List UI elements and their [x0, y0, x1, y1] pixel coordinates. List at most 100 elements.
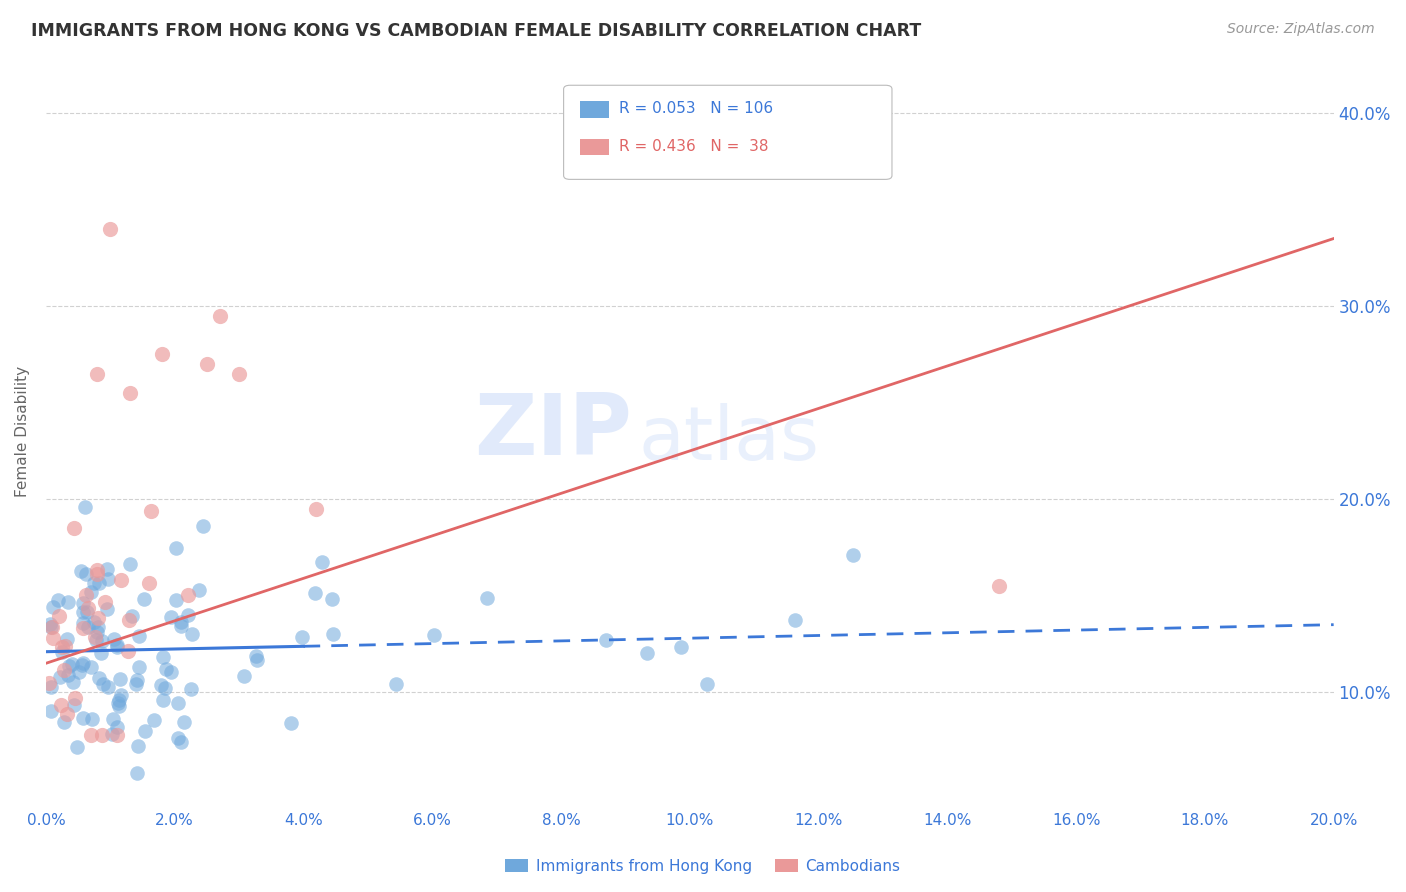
- Point: [117, 643, 139, 657]
- Point: [72, 621, 94, 635]
- Point: [311, 555, 333, 569]
- Point: [108, 698, 131, 713]
- Point: [62, 675, 84, 690]
- Point: [63, 698, 86, 713]
- Point: [83, 615, 105, 629]
- Point: [48, 608, 70, 623]
- Point: [73, 500, 96, 514]
- Point: [58, 659, 80, 673]
- Point: [80, 728, 103, 742]
- Point: [41, 631, 63, 645]
- Text: R = 0.053   N = 106: R = 0.053 N = 106: [619, 101, 773, 116]
- Point: [86, 625, 108, 640]
- Point: [696, 677, 718, 691]
- Text: atlas: atlas: [638, 402, 820, 475]
- Point: [105, 639, 128, 653]
- Point: [72, 711, 94, 725]
- Point: [70, 657, 93, 672]
- Point: [60, 657, 83, 672]
- Point: [181, 627, 204, 641]
- Point: [322, 627, 344, 641]
- Point: [63, 690, 86, 705]
- Bar: [581, 101, 609, 118]
- Point: [195, 357, 218, 371]
- Point: [75, 588, 97, 602]
- Point: [86, 367, 108, 381]
- Point: [84, 631, 107, 645]
- Point: [97, 680, 120, 694]
- Point: [153, 681, 176, 695]
- Text: ZIP: ZIP: [474, 390, 631, 473]
- Point: [191, 519, 214, 533]
- Point: [72, 656, 94, 670]
- Point: [842, 549, 865, 563]
- Point: [38, 676, 60, 690]
- Point: [41, 620, 63, 634]
- Point: [82, 712, 104, 726]
- Point: [105, 728, 128, 742]
- Point: [160, 665, 183, 680]
- Point: [96, 562, 118, 576]
- Point: [385, 677, 408, 691]
- Point: [127, 766, 149, 780]
- Point: [423, 628, 446, 642]
- Point: [76, 605, 98, 619]
- Point: [150, 678, 173, 692]
- Point: [127, 739, 149, 753]
- Point: [90, 646, 112, 660]
- Point: [86, 620, 108, 634]
- Point: [134, 724, 156, 739]
- Point: [110, 573, 132, 587]
- Point: [321, 591, 343, 606]
- Point: [83, 576, 105, 591]
- Point: [101, 727, 124, 741]
- Point: [125, 677, 148, 691]
- Point: [72, 616, 94, 631]
- Point: [70, 564, 93, 578]
- Point: [77, 600, 100, 615]
- Point: [139, 504, 162, 518]
- Point: [128, 660, 150, 674]
- Point: [72, 605, 94, 619]
- Point: [180, 681, 202, 696]
- Legend: Immigrants from Hong Kong, Cambodians: Immigrants from Hong Kong, Cambodians: [499, 853, 907, 880]
- Point: [304, 585, 326, 599]
- Point: [87, 611, 110, 625]
- Point: [128, 629, 150, 643]
- Point: [86, 563, 108, 577]
- Point: [177, 588, 200, 602]
- Point: [280, 716, 302, 731]
- Point: [105, 640, 128, 655]
- Point: [159, 610, 181, 624]
- Y-axis label: Female Disability: Female Disability: [15, 366, 30, 497]
- Point: [245, 648, 267, 663]
- Point: [77, 620, 100, 634]
- Point: [636, 646, 658, 660]
- Point: [105, 720, 128, 734]
- Point: [595, 632, 617, 647]
- Point: [72, 596, 94, 610]
- Point: [53, 640, 76, 654]
- Point: [142, 713, 165, 727]
- Point: [167, 696, 190, 710]
- Bar: [581, 139, 609, 155]
- Point: [53, 714, 76, 729]
- Point: [669, 640, 692, 654]
- Point: [91, 728, 114, 742]
- Point: [51, 640, 73, 655]
- Point: [110, 688, 132, 702]
- Point: [97, 573, 120, 587]
- Point: [89, 576, 111, 591]
- Point: [39, 680, 62, 694]
- Point: [39, 704, 62, 718]
- Point: [232, 669, 254, 683]
- Point: [170, 619, 193, 633]
- Point: [170, 734, 193, 748]
- Point: [150, 347, 173, 361]
- Point: [177, 608, 200, 623]
- Point: [121, 609, 143, 624]
- Point: [75, 566, 97, 581]
- Point: [79, 585, 101, 599]
- Point: [96, 601, 118, 615]
- Point: [167, 731, 190, 746]
